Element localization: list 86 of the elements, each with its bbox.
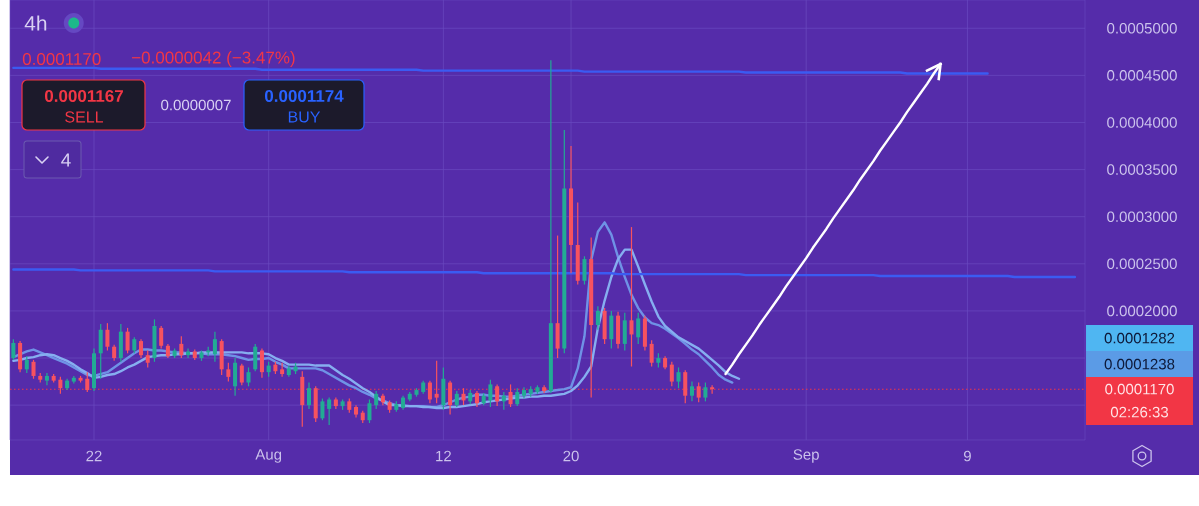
- y-tick-label: 0.0002000: [1107, 305, 1177, 317]
- candlestick: [367, 398, 372, 424]
- candlestick: [11, 338, 16, 361]
- annotation: BUY: [288, 111, 321, 123]
- x-tick-label: 12: [436, 450, 451, 462]
- candlestick: [448, 380, 453, 416]
- candlestick: [495, 383, 500, 407]
- candlestick: [179, 335, 184, 359]
- candlestick: [703, 381, 708, 402]
- text: 0.0001282: [1104, 332, 1175, 344]
- x-tick-label: 9: [963, 450, 971, 462]
- candlestick: [589, 236, 594, 399]
- text: 4h: [24, 15, 47, 31]
- candlestick: [233, 357, 238, 397]
- candlestick: [31, 359, 36, 380]
- candlestick: [91, 348, 96, 392]
- y-tick-label: 0.0003500: [1107, 164, 1177, 175]
- candlestick: [595, 305, 600, 331]
- candlestick: [676, 366, 681, 389]
- candlestick: [306, 381, 312, 410]
- candlestick: [320, 397, 325, 421]
- candlestick: [18, 340, 23, 373]
- text: 0.0001238: [1104, 358, 1175, 370]
- candlestick: [602, 307, 607, 345]
- candlestick: [569, 145, 574, 274]
- annotation: 0.0001174: [264, 89, 344, 103]
- candlestick: [696, 381, 701, 403]
- candlestick: [683, 369, 688, 404]
- candlestick: [186, 348, 191, 359]
- candlestick: [555, 234, 560, 359]
- candlestick: [159, 325, 164, 350]
- x-tick-label: 22: [86, 450, 102, 462]
- x-tick-label: Aug: [255, 449, 282, 463]
- candlestick: [125, 327, 130, 354]
- candlestick: [669, 361, 674, 387]
- y-tick-label: 0.0005000: [1107, 22, 1177, 34]
- candlestick: [710, 384, 715, 395]
- candlestick: [300, 370, 305, 428]
- annotation: 4: [61, 153, 71, 167]
- annotation: −0.0000042 (−3.47%): [132, 51, 295, 67]
- ref-line-label: 0.0001170: [1105, 383, 1174, 395]
- candlestick: [508, 383, 513, 408]
- candlestick: [548, 59, 553, 394]
- candlestick: [609, 310, 614, 350]
- annotation: SELL: [65, 111, 104, 123]
- candlestick: [616, 311, 621, 350]
- candlestick: [118, 323, 123, 363]
- annotation: 0.0001167: [44, 89, 123, 103]
- candlestick: [434, 360, 439, 404]
- candlestick: [642, 315, 647, 352]
- candlestick: [239, 363, 244, 386]
- candlestick: [219, 338, 224, 376]
- candlestick: [212, 331, 217, 363]
- candlestick: [105, 322, 110, 352]
- candlestick: [98, 323, 103, 380]
- candlestick: [313, 385, 318, 423]
- candlestick: [152, 318, 157, 363]
- candlestick: [582, 255, 587, 286]
- candlestick: [139, 338, 144, 359]
- candlestick: [636, 312, 641, 345]
- candlestick: [427, 380, 432, 404]
- x-tick-label: 20: [563, 450, 579, 462]
- candlestick: [649, 339, 654, 368]
- candlestick: [327, 397, 332, 426]
- candlestick: [689, 380, 694, 402]
- candlestick: [622, 312, 627, 352]
- annotation: 0.0001170: [22, 52, 101, 66]
- candlestick: [280, 362, 285, 378]
- candlestick: [246, 366, 251, 387]
- candlestick: [85, 371, 90, 393]
- candlestick: [253, 343, 258, 372]
- candlestick: [441, 366, 446, 411]
- y-tick-label: 0.0004500: [1107, 70, 1177, 81]
- candlestick: [44, 372, 49, 386]
- x-tick-label: Sep: [793, 449, 819, 463]
- candlestick: [562, 129, 567, 354]
- candlestick: [226, 362, 231, 383]
- text: 02:26:33: [1110, 406, 1169, 418]
- candlestick: [488, 379, 493, 408]
- y-tick-label: 0.0002500: [1107, 258, 1177, 270]
- candlestick: [259, 348, 264, 379]
- y-tick-label: 0.0004000: [1107, 117, 1177, 128]
- candlestick: [575, 201, 580, 286]
- annotation: 0.0000007: [161, 99, 231, 111]
- y-tick-label: 0.0003000: [1107, 211, 1177, 222]
- candlestick: [629, 226, 634, 368]
